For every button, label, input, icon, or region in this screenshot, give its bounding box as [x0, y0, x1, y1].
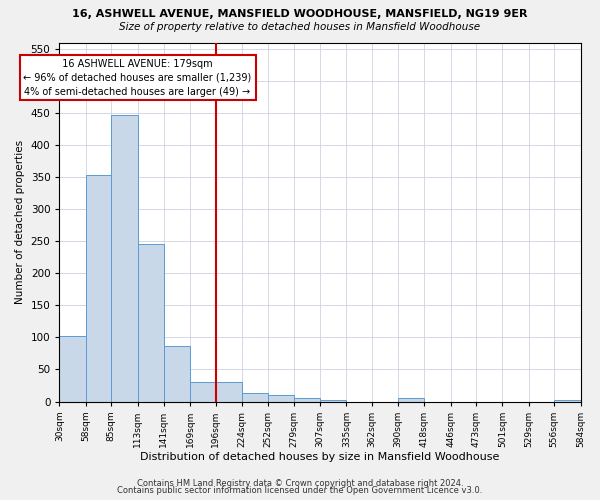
Bar — [242, 392, 268, 402]
Bar — [215, 382, 242, 402]
Text: Contains HM Land Registry data © Crown copyright and database right 2024.: Contains HM Land Registry data © Crown c… — [137, 478, 463, 488]
Bar — [268, 395, 293, 402]
Text: 16, ASHWELL AVENUE, MANSFIELD WOODHOUSE, MANSFIELD, NG19 9ER: 16, ASHWELL AVENUE, MANSFIELD WOODHOUSE,… — [72, 9, 528, 19]
Bar — [293, 398, 320, 402]
Bar — [320, 400, 346, 402]
Bar — [190, 382, 215, 402]
Text: 16 ASHWELL AVENUE: 179sqm  
← 96% of detached houses are smaller (1,239)
4% of s: 16 ASHWELL AVENUE: 179sqm ← 96% of detac… — [23, 58, 251, 96]
Bar — [59, 336, 86, 402]
Text: Contains public sector information licensed under the Open Government Licence v3: Contains public sector information licen… — [118, 486, 482, 495]
Bar — [137, 244, 164, 402]
X-axis label: Distribution of detached houses by size in Mansfield Woodhouse: Distribution of detached houses by size … — [140, 452, 500, 462]
Text: Size of property relative to detached houses in Mansfield Woodhouse: Size of property relative to detached ho… — [119, 22, 481, 32]
Bar — [86, 175, 111, 402]
Bar — [164, 346, 190, 402]
Y-axis label: Number of detached properties: Number of detached properties — [15, 140, 25, 304]
Bar — [398, 398, 424, 402]
Bar — [111, 115, 137, 402]
Bar — [554, 400, 581, 402]
